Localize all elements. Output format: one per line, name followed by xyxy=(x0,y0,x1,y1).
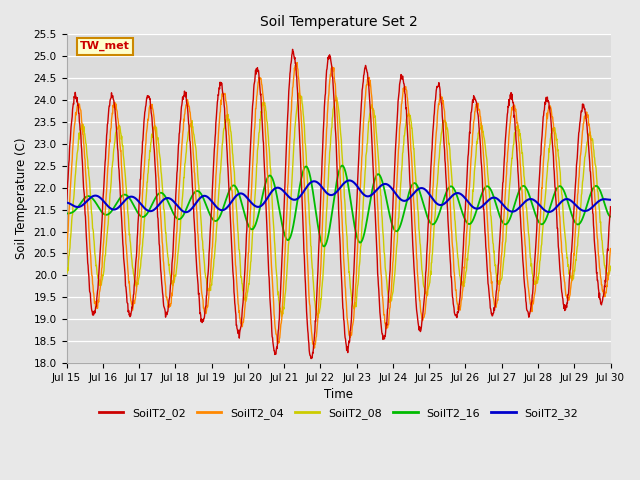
Legend: SoilT2_02, SoilT2_04, SoilT2_08, SoilT2_16, SoilT2_32: SoilT2_02, SoilT2_04, SoilT2_08, SoilT2_… xyxy=(94,403,583,423)
Title: Soil Temperature Set 2: Soil Temperature Set 2 xyxy=(260,15,417,29)
SoilT2_32 xyxy=(346,178,353,183)
SoilT2_32 xyxy=(182,209,190,215)
SoilT2_08 xyxy=(607,264,614,269)
SoilT2_16 xyxy=(63,211,70,216)
SoilT2_02 xyxy=(170,223,178,228)
Y-axis label: Soil Temperature (C): Soil Temperature (C) xyxy=(15,138,28,259)
SoilT2_16 xyxy=(495,210,502,216)
SoilT2_02 xyxy=(607,204,614,210)
SoilT2_32 xyxy=(495,197,502,203)
SoilT2_04 xyxy=(607,246,614,252)
SoilT2_04 xyxy=(543,119,550,125)
SoilT2_16 xyxy=(244,222,252,228)
SoilT2_08 xyxy=(296,90,303,96)
SoilT2_16 xyxy=(424,214,431,220)
Line: SoilT2_04: SoilT2_04 xyxy=(67,62,611,348)
SoilT2_16 xyxy=(184,204,191,209)
Line: SoilT2_16: SoilT2_16 xyxy=(67,166,611,246)
SoilT2_32 xyxy=(184,209,192,215)
SoilT2_32 xyxy=(543,208,550,214)
SoilT2_04 xyxy=(424,284,431,290)
SoilT2_04 xyxy=(293,60,301,65)
SoilT2_04 xyxy=(244,250,252,255)
SoilT2_08 xyxy=(184,137,191,143)
SoilT2_08 xyxy=(314,315,322,321)
SoilT2_04 xyxy=(170,266,178,272)
SoilT2_32 xyxy=(170,199,178,205)
SoilT2_02 xyxy=(63,199,70,205)
SoilT2_02 xyxy=(289,47,296,52)
SoilT2_32 xyxy=(63,200,70,205)
SoilT2_16 xyxy=(543,215,550,220)
SoilT2_02 xyxy=(244,189,252,195)
SoilT2_08 xyxy=(424,292,431,298)
SoilT2_04 xyxy=(63,256,70,262)
SoilT2_02 xyxy=(543,98,550,104)
X-axis label: Time: Time xyxy=(324,388,353,401)
SoilT2_02 xyxy=(307,356,315,361)
SoilT2_32 xyxy=(424,189,431,195)
SoilT2_08 xyxy=(63,270,70,276)
SoilT2_08 xyxy=(244,285,252,290)
Line: SoilT2_08: SoilT2_08 xyxy=(67,93,611,318)
SoilT2_02 xyxy=(184,105,191,110)
SoilT2_16 xyxy=(339,163,346,168)
SoilT2_04 xyxy=(184,96,191,102)
SoilT2_32 xyxy=(607,197,614,203)
SoilT2_16 xyxy=(320,243,328,249)
SoilT2_04 xyxy=(310,345,318,351)
SoilT2_04 xyxy=(495,288,502,293)
SoilT2_16 xyxy=(170,212,178,218)
Line: SoilT2_32: SoilT2_32 xyxy=(67,180,611,212)
SoilT2_32 xyxy=(245,197,253,203)
Line: SoilT2_02: SoilT2_02 xyxy=(67,49,611,359)
SoilT2_02 xyxy=(495,260,502,266)
SoilT2_08 xyxy=(543,176,550,181)
SoilT2_16 xyxy=(607,214,614,219)
Text: TW_met: TW_met xyxy=(80,41,130,51)
SoilT2_08 xyxy=(495,281,502,287)
SoilT2_08 xyxy=(170,278,178,284)
SoilT2_02 xyxy=(424,238,431,243)
